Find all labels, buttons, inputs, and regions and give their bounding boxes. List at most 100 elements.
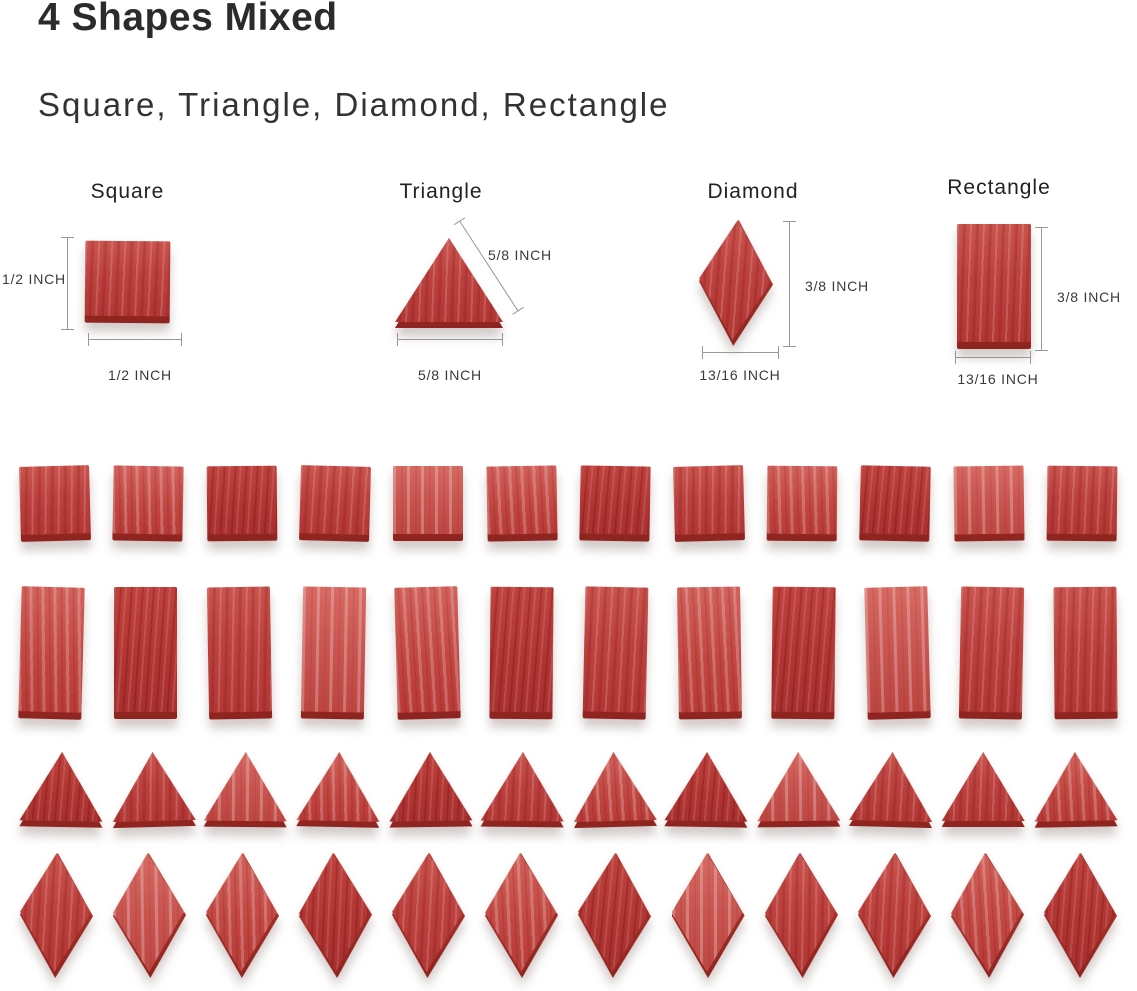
tile-face (112, 853, 185, 973)
mosaic-tile-triangle (572, 751, 657, 828)
spec-diamond-name: Diamond (707, 180, 799, 203)
rectangle-height-dimension-line (1035, 227, 1048, 351)
mosaic-tile-diamond (1043, 853, 1117, 979)
mosaic-tile-triangle (19, 751, 103, 827)
tile-face (941, 752, 1025, 821)
spec-diamond-sample-tile (696, 218, 775, 347)
tile-face (671, 853, 743, 972)
mosaic-tile-diamond (112, 852, 187, 978)
mosaic-tile-rectangle (771, 586, 836, 720)
mosaic-tile-diamond (206, 853, 280, 979)
tile-row-rectangles (18, 586, 1118, 720)
mosaic-tile-rectangle (114, 587, 177, 719)
tile-face (19, 465, 91, 535)
tile-face (757, 752, 841, 822)
tile-face (489, 586, 554, 713)
spec-rectangle-name: Rectangle (947, 176, 1051, 199)
tile-face (19, 751, 103, 821)
tile-face (697, 218, 774, 341)
product-subtitle: Square, Triangle, Diamond, Rectangle (38, 86, 670, 123)
tile-face (206, 853, 278, 973)
tile-face (204, 752, 288, 822)
spec-triangle-sample-tile (395, 238, 503, 328)
mosaic-tile-triangle (480, 752, 564, 828)
tile-face (582, 586, 649, 713)
mosaic-tile-square (19, 465, 91, 542)
tile-face (296, 751, 380, 822)
tile-face (572, 751, 657, 822)
mosaic-tile-rectangle (489, 586, 554, 720)
mosaic-tile-square (206, 465, 278, 542)
spec-square-sample-tile (84, 240, 171, 324)
tile-face (19, 852, 92, 972)
tile-face (1046, 465, 1118, 535)
square-width-dimension-line (88, 333, 182, 346)
mosaic-tile-rectangle (864, 586, 931, 720)
mosaic-tile-triangle (1033, 751, 1117, 827)
mosaic-tile-square (1046, 465, 1118, 542)
square-height-label: 1/2 INCH (2, 271, 66, 287)
tile-face (958, 586, 1025, 713)
mosaic-tile-rectangle (582, 586, 649, 720)
tile-face (1053, 586, 1118, 713)
tile-face (1043, 853, 1115, 973)
triangle-base-dimension-line (397, 333, 503, 346)
triangle-base-label: 5/8 INCH (418, 367, 482, 383)
tile-face (111, 751, 196, 822)
mosaic-tile-triangle (204, 752, 288, 828)
tile-face (394, 586, 461, 713)
mosaic-tile-square (393, 466, 464, 541)
spec-rectangle-sample-tile (957, 224, 1031, 349)
mosaic-tile-rectangle (18, 586, 85, 720)
square-height-dimension-line (61, 237, 74, 330)
mosaic-tile-rectangle (677, 586, 742, 720)
tile-face (764, 852, 837, 972)
mosaic-tile-triangle (757, 752, 841, 828)
tile-face (84, 240, 171, 317)
tile-face (672, 465, 745, 535)
tile-face (298, 852, 372, 973)
square-width-label: 1/2 INCH (108, 367, 172, 383)
mosaic-tile-square (486, 465, 558, 542)
mosaic-tile-rectangle (394, 586, 461, 720)
mosaic-tile-triangle (849, 751, 934, 828)
diamond-width-dimension-line (702, 346, 779, 359)
mosaic-tile-square (953, 465, 1025, 542)
mosaic-tile-diamond (19, 852, 95, 979)
spec-triangle-name: Triangle (399, 180, 483, 203)
tile-face (579, 465, 651, 535)
rectangle-width-label: 13/16 INCH (957, 371, 1039, 387)
mosaic-tile-diamond (671, 853, 745, 978)
mosaic-tile-diamond (298, 852, 374, 979)
mosaic-tile-triangle (388, 751, 472, 827)
tile-face (849, 751, 934, 822)
tile-face (206, 465, 277, 535)
product-title: 4 Shapes Mixed (38, 0, 338, 39)
tile-face (677, 586, 742, 713)
tile-row-triangles (20, 752, 1117, 827)
mosaic-tile-diamond (949, 852, 1025, 979)
mosaic-tile-triangle (665, 751, 749, 827)
tile-face (957, 224, 1031, 342)
mosaic-tile-square (672, 465, 745, 542)
tile-face (665, 751, 749, 821)
diamond-width-label: 13/16 INCH (699, 367, 781, 383)
mosaic-tile-diamond (485, 853, 559, 979)
tile-face (114, 587, 177, 712)
rectangle-width-dimension-line (955, 351, 1031, 364)
tile-face (391, 852, 464, 972)
tile-face (859, 465, 932, 535)
mosaic-tile-diamond (577, 852, 653, 979)
diamond-height-label: 3/8 INCH (805, 278, 869, 294)
mosaic-tile-square (859, 465, 932, 542)
tile-row-diamonds (20, 853, 1117, 978)
mosaic-tile-diamond (857, 852, 932, 978)
mosaic-tile-rectangle (1053, 586, 1118, 720)
mosaic-tile-triangle (111, 751, 196, 828)
mosaic-tile-square (579, 465, 651, 542)
mosaic-tile-diamond (764, 852, 839, 978)
tile-face (949, 852, 1023, 973)
tile-face (393, 466, 464, 534)
tile-face (395, 238, 503, 322)
